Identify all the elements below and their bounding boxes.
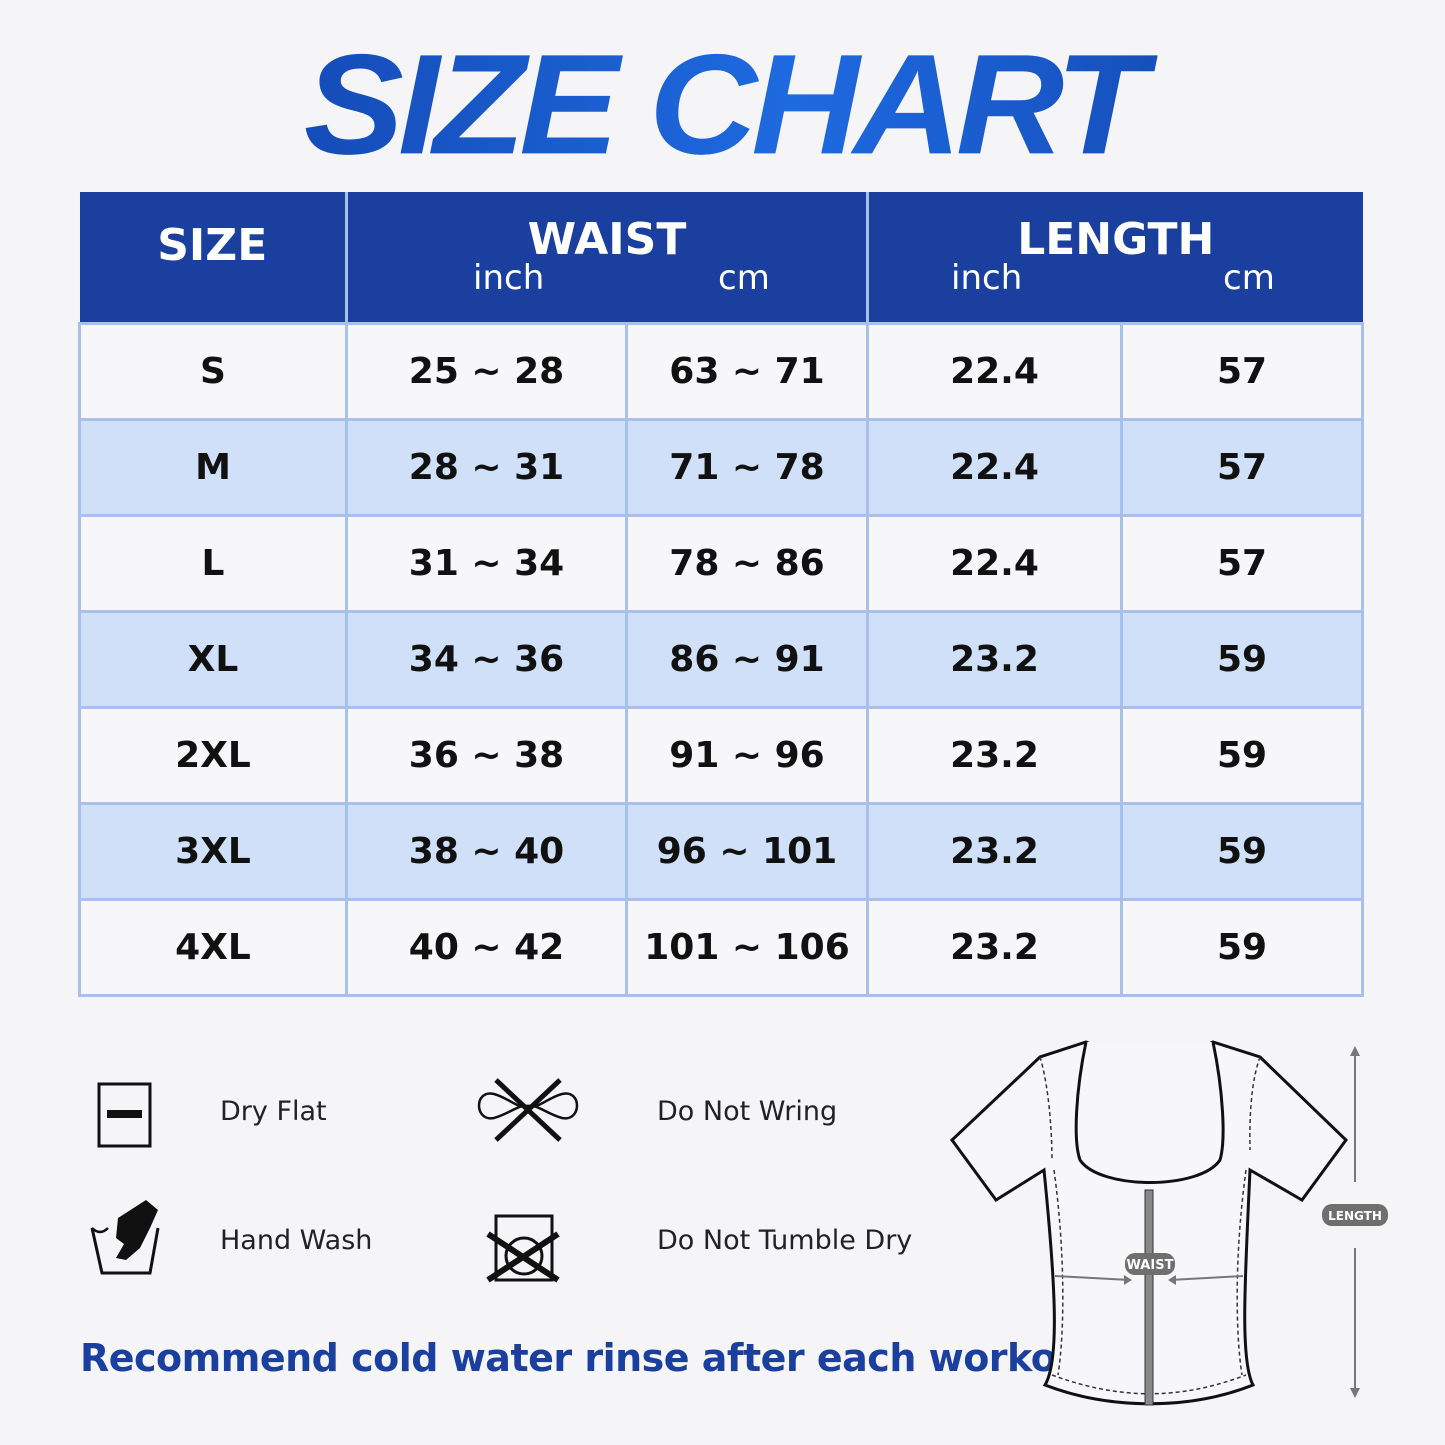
waist-label: WAIST (1127, 1258, 1174, 1273)
length-label: LENGTH (1328, 1209, 1382, 1223)
cell-length-cm: 57 (1120, 322, 1364, 421)
cell-waist-cm: 91 ~ 96 (625, 706, 869, 805)
care-label-dry-flat: Dry Flat (220, 1096, 327, 1127)
table-row: 4XL 40 ~ 42 101 ~ 106 23.2 59 (78, 898, 1364, 997)
cell-length-cm: 57 (1120, 514, 1364, 613)
size-chart-table: SIZE WAIST inch cm LENGTH inch cm S 25 ~ … (78, 192, 1364, 997)
length-inch-unit: inch (951, 258, 1023, 298)
cell-length-cm: 59 (1120, 706, 1364, 805)
cell-size: M (78, 418, 348, 517)
cell-size: S (78, 322, 348, 421)
cell-waist-inch: 28 ~ 31 (345, 418, 628, 517)
cell-waist-inch: 25 ~ 28 (345, 322, 628, 421)
cell-waist-cm: 96 ~ 101 (625, 802, 869, 901)
table-row: M 28 ~ 31 71 ~ 78 22.4 57 (78, 418, 1364, 517)
cell-waist-inch: 38 ~ 40 (345, 802, 628, 901)
cell-waist-cm: 78 ~ 86 (625, 514, 869, 613)
cell-waist-inch: 40 ~ 42 (345, 898, 628, 997)
cell-waist-cm: 71 ~ 78 (625, 418, 869, 517)
cell-size: L (78, 514, 348, 613)
cell-size: XL (78, 610, 348, 709)
care-label-do-not-wring: Do Not Wring (657, 1096, 838, 1127)
do-not-wring-icon (477, 1078, 579, 1142)
cell-length-inch: 22.4 (866, 322, 1123, 421)
cell-waist-inch: 34 ~ 36 (345, 610, 628, 709)
cell-length-cm: 59 (1120, 898, 1364, 997)
care-recommendation: Recommend cold water rinse after each wo… (80, 1336, 1115, 1380)
cell-length-inch: 23.2 (866, 610, 1123, 709)
cell-length-cm: 59 (1120, 802, 1364, 901)
table-row: S 25 ~ 28 63 ~ 71 22.4 57 (78, 322, 1364, 421)
length-cm-unit: cm (1223, 258, 1275, 298)
do-not-tumble-dry-icon (486, 1214, 560, 1283)
cell-length-inch: 23.2 (866, 706, 1123, 805)
table-row: 2XL 36 ~ 38 91 ~ 96 23.2 59 (78, 706, 1364, 805)
cell-size: 4XL (78, 898, 348, 997)
cell-length-cm: 59 (1120, 610, 1364, 709)
cell-waist-inch: 36 ~ 38 (345, 706, 628, 805)
waist-inch-unit: inch (473, 258, 545, 298)
care-label-hand-wash: Hand Wash (220, 1225, 373, 1256)
waist-cm-unit: cm (718, 258, 770, 298)
zipper (1144, 1189, 1154, 1406)
dry-flat-icon (97, 1082, 152, 1148)
cell-size: 3XL (78, 802, 348, 901)
cell-waist-cm: 101 ~ 106 (625, 898, 869, 997)
header-length: LENGTH inch cm (867, 192, 1363, 324)
cell-waist-inch: 31 ~ 34 (345, 514, 628, 613)
garment-diagram: WAIST LENGTH (950, 1040, 1388, 1406)
cell-length-cm: 57 (1120, 418, 1364, 517)
cell-length-inch: 23.2 (866, 898, 1123, 997)
table-row: XL 34 ~ 36 86 ~ 91 23.2 59 (78, 610, 1364, 709)
care-label-do-not-tumble-dry: Do Not Tumble Dry (657, 1225, 913, 1256)
cell-waist-cm: 86 ~ 91 (625, 610, 869, 709)
header-size: SIZE (79, 192, 348, 324)
cell-length-inch: 22.4 (866, 514, 1123, 613)
cell-waist-cm: 63 ~ 71 (625, 322, 869, 421)
table-row: 3XL 38 ~ 40 96 ~ 101 23.2 59 (78, 802, 1364, 901)
page-title: SIZE CHART (0, 22, 1445, 186)
table-row: L 31 ~ 34 78 ~ 86 22.4 57 (78, 514, 1364, 613)
cell-length-inch: 22.4 (866, 418, 1123, 517)
cell-length-inch: 23.2 (866, 802, 1123, 901)
hand-wash-icon (90, 1200, 160, 1275)
cell-size: 2XL (78, 706, 348, 805)
header-waist: WAIST inch cm (346, 192, 869, 324)
